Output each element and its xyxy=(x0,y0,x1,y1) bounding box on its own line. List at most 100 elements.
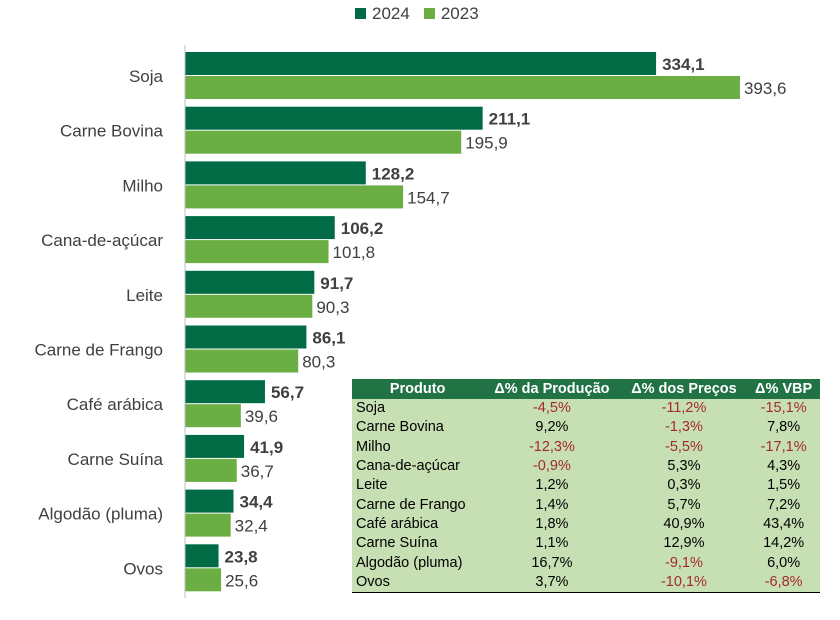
table-row: Soja -4,5% -11,2% -15,1% xyxy=(352,399,820,418)
product-name: Café arábica xyxy=(356,515,439,532)
table-cell: 5,7% xyxy=(667,496,701,513)
data-label-2023: 195,9 xyxy=(465,134,508,153)
legend-swatch xyxy=(355,8,366,19)
bar-2024 xyxy=(185,161,366,185)
bar-2024 xyxy=(185,325,307,349)
table-cell: -12,3% xyxy=(528,438,575,455)
table-cell: 12,9% xyxy=(663,535,705,552)
table-cell: -0,9% xyxy=(532,458,571,475)
data-label-2024: 41,9 xyxy=(250,438,283,457)
table-cell: -9,1% xyxy=(665,554,703,571)
bar-2023 xyxy=(185,458,237,482)
table-cell: 0,3% xyxy=(667,477,701,494)
category-label: Leite xyxy=(126,286,163,305)
data-label-2023: 25,6 xyxy=(225,571,258,590)
data-label-2023: 101,8 xyxy=(333,243,376,262)
bar-2024 xyxy=(185,106,483,130)
table-cell: 14,2% xyxy=(763,535,805,552)
bar-2024 xyxy=(185,489,234,513)
bar-2024 xyxy=(185,380,265,404)
table-cell: 6,0% xyxy=(767,554,801,571)
product-name: Ovos xyxy=(356,573,390,590)
column-header: Produto xyxy=(352,379,484,399)
data-label-2024: 56,7 xyxy=(271,383,304,402)
bar-2024 xyxy=(185,544,219,568)
data-label-2024: 86,1 xyxy=(312,329,345,348)
bar-2023 xyxy=(185,185,404,209)
product-name: Carne de Frango xyxy=(356,496,466,513)
data-label-2023: 36,7 xyxy=(241,462,274,481)
table-row: Ovos 3,7% -10,1% -6,8% xyxy=(352,573,820,593)
bar-2024 xyxy=(185,270,315,294)
bar-2023 xyxy=(185,568,222,592)
table-cell: 1,1% xyxy=(535,535,569,552)
data-label-2024: 334,1 xyxy=(662,55,705,74)
table-cell: 3,7% xyxy=(535,573,569,590)
data-label-2023: 393,6 xyxy=(744,79,787,98)
table-row: Milho -12,3% -5,5% -17,1% xyxy=(352,438,820,457)
data-label-2023: 154,7 xyxy=(407,188,450,207)
category-label: Algodão (pluma) xyxy=(38,505,163,524)
product-name: Carne Suína xyxy=(356,535,438,552)
bar-2024 xyxy=(185,52,657,75)
category-label: Ovos xyxy=(123,559,163,578)
table-cell: -15,1% xyxy=(760,400,807,417)
table-row: Café arábica 1,8% 40,9% 43,4% xyxy=(352,515,820,534)
data-label-2024: 23,8 xyxy=(225,547,258,566)
bar-2023 xyxy=(185,130,462,154)
table-cell: 5,3% xyxy=(667,458,701,475)
product-name: Milho xyxy=(356,438,391,455)
table-row: Carne Suína 1,1% 12,9% 14,2% xyxy=(352,534,820,553)
data-label-2024: 34,4 xyxy=(240,493,274,512)
category-label: Carne de Frango xyxy=(34,341,163,360)
product-name: Algodão (pluma) xyxy=(356,554,463,571)
table-cell: 16,7% xyxy=(531,554,573,571)
bar-2023 xyxy=(185,349,299,373)
bar-2023 xyxy=(185,404,241,428)
table-row: Leite 1,2% 0,3% 1,5% xyxy=(352,476,820,495)
table-cell: 7,2% xyxy=(767,496,801,513)
legend-swatch xyxy=(423,8,435,19)
column-header: Δ% da Produção xyxy=(483,379,621,399)
table-cell: 1,8% xyxy=(535,515,569,532)
table-cell: -6,8% xyxy=(764,573,803,590)
data-label-2023: 39,6 xyxy=(245,407,278,426)
table-row: Carne de Frango 1,4% 5,7% 7,2% xyxy=(352,495,820,514)
table-cell: -1,3% xyxy=(665,419,703,436)
category-label: Milho xyxy=(122,176,163,195)
table-cell: 1,5% xyxy=(767,477,801,494)
category-label: Carne Suína xyxy=(68,450,164,469)
data-label-2023: 90,3 xyxy=(316,298,349,317)
data-label-2023: 32,4 xyxy=(235,517,268,536)
product-name: Carne Bovina xyxy=(356,419,444,436)
legend: 2024 2023 xyxy=(355,4,479,24)
table-cell: 9,2% xyxy=(535,419,569,436)
table-cell: 4,3% xyxy=(767,458,801,475)
table-cell: -10,1% xyxy=(660,573,707,590)
table-cell: 40,9% xyxy=(663,515,705,532)
bar-2023 xyxy=(185,294,313,318)
table-cell: -5,5% xyxy=(665,438,703,455)
category-label: Carne Bovina xyxy=(60,122,164,141)
table-row: Algodão (pluma) 16,7% -9,1% 6,0% xyxy=(352,553,820,572)
bar-2023 xyxy=(185,76,740,99)
table-cell: -11,2% xyxy=(661,400,707,417)
data-label-2024: 91,7 xyxy=(320,274,353,293)
bar-2023 xyxy=(185,240,329,264)
bar-2024 xyxy=(185,434,245,458)
data-label-2024: 106,2 xyxy=(341,219,384,238)
table-header: Produto Δ% da Produção Δ% dos Preços Δ% VBP xyxy=(352,379,820,399)
table-cell: 1,2% xyxy=(535,477,569,494)
column-header: Δ% dos Preços xyxy=(620,379,748,399)
product-name: Leite xyxy=(356,477,388,494)
category-label: Cana-de-açúcar xyxy=(41,231,163,250)
legend-item-2023: 2023 xyxy=(423,4,479,24)
table-cell: 7,8% xyxy=(767,419,801,436)
table-cell: -4,5% xyxy=(532,400,571,417)
bar-2024 xyxy=(185,216,335,240)
table-cell: 1,4% xyxy=(535,496,569,513)
data-label-2024: 128,2 xyxy=(372,164,415,183)
legend-item-2024: 2024 xyxy=(355,4,410,24)
product-name: Soja xyxy=(356,400,386,417)
